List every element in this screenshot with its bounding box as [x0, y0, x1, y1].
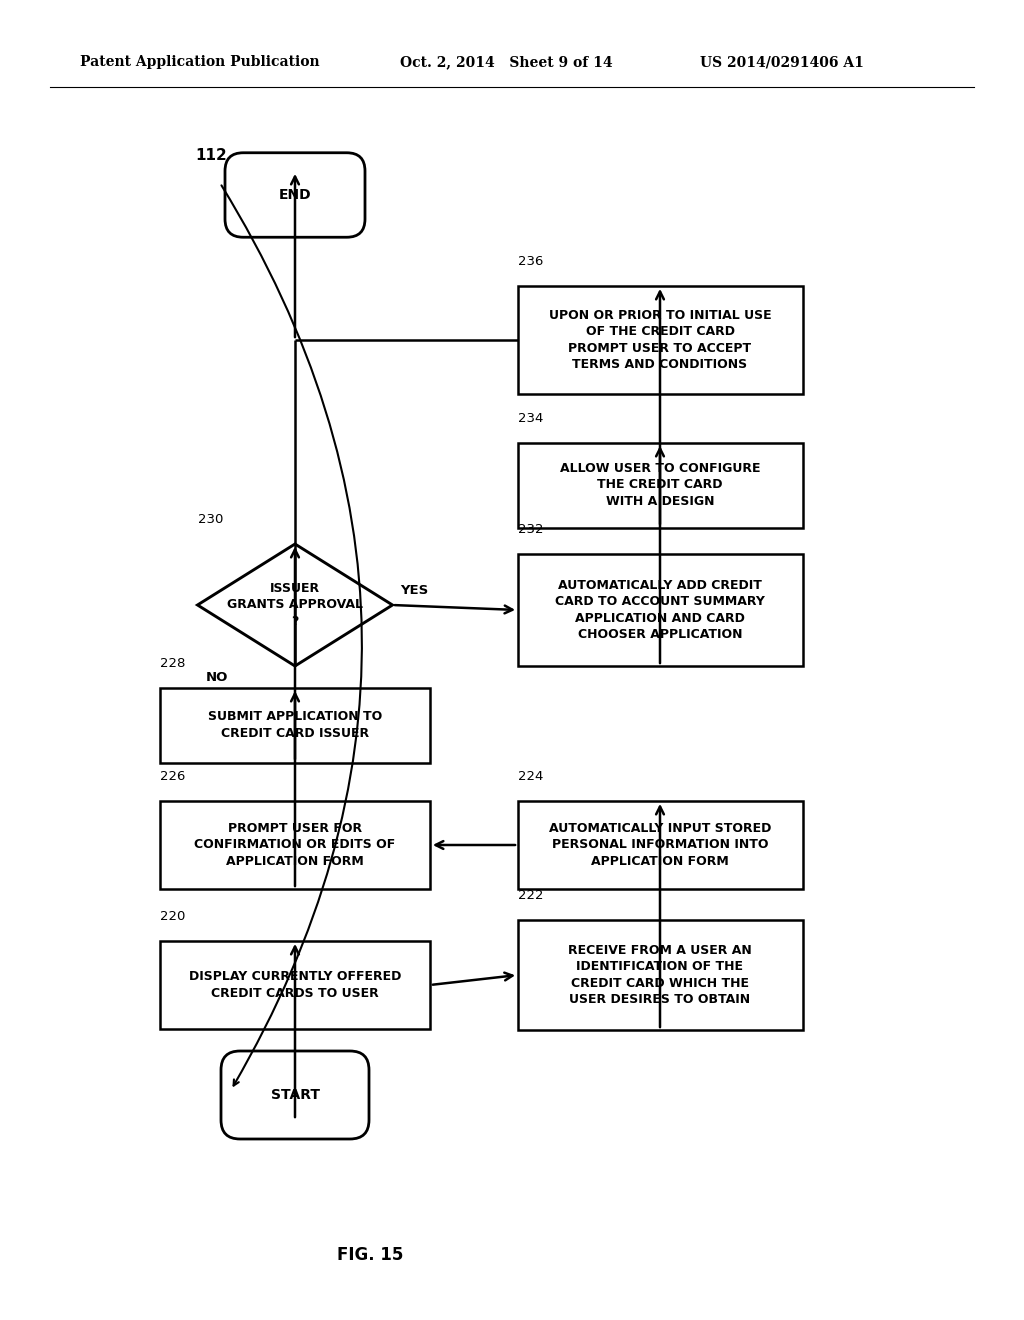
Text: YES: YES [400, 583, 428, 597]
FancyBboxPatch shape [221, 1051, 369, 1139]
Text: PROMPT USER FOR
CONFIRMATION OR EDITS OF
APPLICATION FORM: PROMPT USER FOR CONFIRMATION OR EDITS OF… [195, 822, 395, 869]
Text: 112: 112 [195, 148, 226, 162]
Text: 228: 228 [160, 657, 185, 671]
Bar [160, 941, 430, 1030]
Text: 220: 220 [160, 909, 185, 923]
Text: ALLOW USER TO CONFIGURE
THE CREDIT CARD
WITH A DESIGN: ALLOW USER TO CONFIGURE THE CREDIT CARD … [560, 462, 760, 508]
Text: NO: NO [206, 671, 228, 684]
Text: DISPLAY CURRENTLY OFFERED
CREDIT CARDS TO USER: DISPLAY CURRENTLY OFFERED CREDIT CARDS T… [188, 970, 401, 999]
Bar [517, 554, 803, 667]
Text: 224: 224 [518, 770, 544, 783]
Text: AUTOMATICALLY ADD CREDIT
CARD TO ACCOUNT SUMMARY
APPLICATION AND CARD
CHOOSER AP: AUTOMATICALLY ADD CREDIT CARD TO ACCOUNT… [555, 578, 765, 642]
Text: 222: 222 [518, 888, 544, 902]
Bar [160, 801, 430, 888]
FancyBboxPatch shape [225, 153, 365, 238]
Text: 236: 236 [518, 255, 544, 268]
Text: FIG. 15: FIG. 15 [337, 1246, 403, 1265]
Text: 226: 226 [160, 770, 185, 783]
Text: Patent Application Publication: Patent Application Publication [80, 55, 319, 69]
Bar [517, 920, 803, 1030]
Text: US 2014/0291406 A1: US 2014/0291406 A1 [700, 55, 864, 69]
Text: AUTOMATICALLY INPUT STORED
PERSONAL INFORMATION INTO
APPLICATION FORM: AUTOMATICALLY INPUT STORED PERSONAL INFO… [549, 822, 771, 869]
Text: 232: 232 [518, 523, 544, 536]
Polygon shape [198, 544, 392, 667]
Text: START: START [270, 1088, 319, 1102]
Bar [517, 442, 803, 528]
Text: 230: 230 [198, 513, 223, 525]
Text: Oct. 2, 2014   Sheet 9 of 14: Oct. 2, 2014 Sheet 9 of 14 [400, 55, 612, 69]
Text: SUBMIT APPLICATION TO
CREDIT CARD ISSUER: SUBMIT APPLICATION TO CREDIT CARD ISSUER [208, 710, 382, 739]
Text: UPON OR PRIOR TO INITIAL USE
OF THE CREDIT CARD
PROMPT USER TO ACCEPT
TERMS AND : UPON OR PRIOR TO INITIAL USE OF THE CRED… [549, 309, 771, 371]
Text: ISSUER
GRANTS APPROVAL
?: ISSUER GRANTS APPROVAL ? [227, 582, 362, 628]
Text: RECEIVE FROM A USER AN
IDENTIFICATION OF THE
CREDIT CARD WHICH THE
USER DESIRES : RECEIVE FROM A USER AN IDENTIFICATION OF… [568, 944, 752, 1006]
Bar [517, 286, 803, 393]
Text: 234: 234 [518, 412, 544, 425]
Bar [160, 688, 430, 763]
Text: END: END [279, 187, 311, 202]
Bar [517, 801, 803, 888]
